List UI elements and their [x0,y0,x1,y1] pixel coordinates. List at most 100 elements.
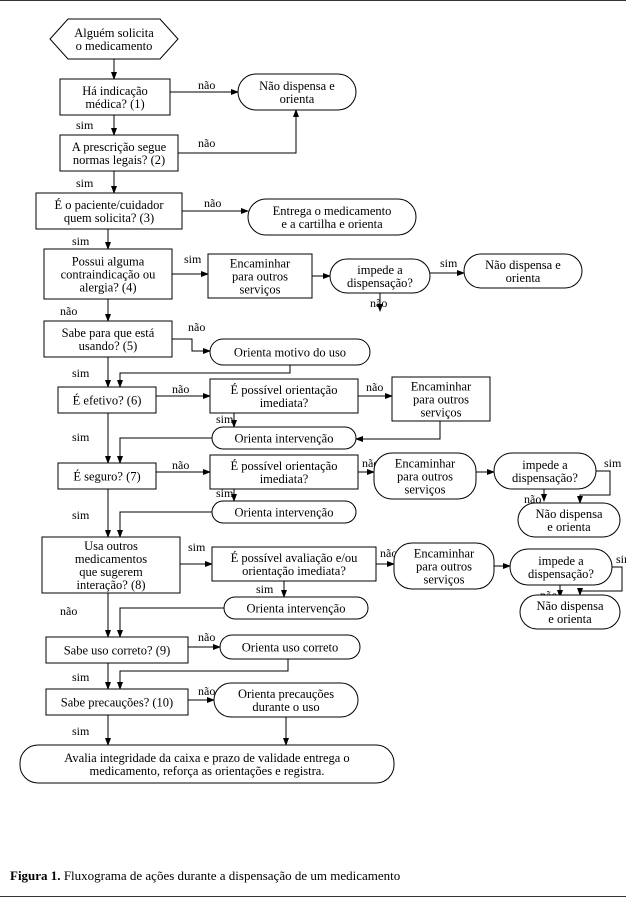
node-a6b: Encaminharpara outrosserviços [392,377,490,421]
svg-text:alergia? (4): alergia? (4) [79,281,136,295]
svg-text:o medicamento: o medicamento [76,39,153,53]
svg-text:Há indicação: Há indicação [82,84,148,98]
caption-bold: Figura 1. [10,868,61,883]
svg-text:Orienta intervenção: Orienta intervenção [247,602,346,616]
edge-label: sim [604,456,622,470]
edge-label: sim [72,670,90,684]
flowchart-svg: não sim não sim não sim sim sim não não não sim não n… [0,1,626,831]
svg-text:para outros: para outros [416,560,472,574]
svg-text:e orienta: e orienta [547,520,591,534]
edge-label: não [172,458,189,472]
edge-label: não [198,78,215,92]
svg-text:É seguro? (7): É seguro? (7) [73,470,140,484]
svg-text:orientação imediata?: orientação imediata? [242,564,346,578]
node-a4a: Encaminharpara outrosserviços [208,254,312,298]
svg-text:Orienta precauções: Orienta precauções [238,687,334,701]
edge-label: sim [256,582,274,596]
svg-text:Orienta intervenção: Orienta intervenção [235,506,334,520]
svg-text:médica? (1): médica? (1) [85,97,144,111]
edge [120,512,212,537]
edge-label: sim [76,176,94,190]
svg-text:dispensação?: dispensação? [528,567,594,581]
svg-text:É possível orientação: É possível orientação [231,459,338,473]
svg-text:serviços: serviços [424,573,465,587]
svg-text:impede a: impede a [522,458,568,472]
svg-text:normas legais? (2): normas legais? (2) [73,153,165,167]
edge-label: não [370,296,387,310]
edge [120,438,212,463]
svg-text:Usa outros: Usa outros [84,539,138,553]
svg-text:durante o uso: durante o uso [252,700,319,714]
edge-label: não [198,136,215,150]
figure-caption: Figura 1. Fluxograma de ações durante a … [10,868,400,884]
node-q5: Sabe para que estáusando? (5) [44,321,172,357]
node-t1: Não dispensa eorienta [238,74,356,110]
edge-label: não [366,380,383,394]
node-q3: É o paciente/cuidadorquem solicita? (3) [36,193,182,229]
edge-label: sim [616,552,626,566]
svg-text:Não dispensa e: Não dispensa e [485,258,561,272]
svg-text:Encaminhar: Encaminhar [230,257,291,271]
node-t3: Entrega o medicamentoe a cartilha e orie… [248,199,416,235]
svg-text:orienta: orienta [280,92,315,106]
svg-text:Encaminhar: Encaminhar [395,457,456,471]
node-a7b: Encaminharpara outrosserviços [374,453,476,499]
node-t10: Orienta precauçõesdurante o uso [214,683,358,717]
node-a7c: impede adispensação? [494,453,596,489]
node-t5: Orienta motivo do uso [210,339,370,365]
svg-text:interação? (8): interação? (8) [76,578,145,592]
node-q8: Usa outrosmedicamentosque sugereminteraç… [42,537,180,593]
svg-text:imediata?: imediata? [260,472,309,486]
svg-text:Orienta uso correto: Orienta uso correto [242,641,339,655]
node-q7: É seguro? (7) [58,463,156,489]
edge-label: sim [72,508,90,522]
svg-text:para outros: para outros [413,393,469,407]
edge-label: sim [72,366,90,380]
svg-text:dispensação?: dispensação? [512,471,578,485]
svg-text:Não dispensa: Não dispensa [537,599,604,613]
svg-text:impede a: impede a [357,263,403,277]
node-t4: Não dispensa eorienta [464,254,582,288]
svg-text:imediata?: imediata? [260,396,309,410]
svg-text:quem solicita? (3): quem solicita? (3) [64,211,154,225]
svg-text:Encaminhar: Encaminhar [411,380,472,394]
svg-text:Alguém solicita: Alguém solicita [74,26,154,40]
node-a8b: Encaminharpara outrosserviços [394,543,494,589]
svg-text:A prescrição segue: A prescrição segue [72,140,167,154]
svg-text:que sugerem: que sugerem [79,565,143,579]
node-a6: É possível orientaçãoimediata? [210,379,358,413]
node-a8c: impede adispensação? [510,549,612,585]
node-q2: A prescrição seguenormas legais? (2) [60,135,178,171]
svg-text:serviços: serviços [240,283,281,297]
edge [172,339,210,351]
svg-text:É possível orientação: É possível orientação [231,383,338,397]
edge-label: sim [72,724,90,738]
edge-label: não [60,304,77,318]
svg-text:serviços: serviços [405,483,446,497]
svg-text:Orienta motivo do uso: Orienta motivo do uso [234,346,346,360]
edge-label: sim [216,412,234,426]
svg-text:Encaminhar: Encaminhar [414,547,475,561]
node-t8b: Não dispensae orienta [520,595,620,629]
flowchart-page: não sim não sim não sim sim sim não não não sim não n… [0,0,626,897]
svg-text:Orienta intervenção: Orienta intervenção [235,432,334,446]
svg-text:usando? (5): usando? (5) [79,339,138,353]
svg-text:É efetivo? (6): É efetivo? (6) [73,394,142,408]
svg-text:e orienta: e orienta [548,612,592,626]
caption-text: Fluxograma de ações durante a dispensaçã… [64,868,400,883]
node-t8a: Orienta intervenção [224,597,368,619]
edge-label: sim [440,256,458,270]
edge [356,421,440,439]
svg-text:dispensação?: dispensação? [347,276,413,290]
svg-text:Sabe uso correto? (9): Sabe uso correto? (9) [64,644,171,658]
node-a4b: impede adispensação? [330,259,430,293]
svg-text:para outros: para outros [232,270,288,284]
svg-text:contraindicação ou: contraindicação ou [61,268,156,282]
edge-label: sim [72,234,90,248]
svg-text:Não dispensa e: Não dispensa e [259,79,335,93]
node-t7b: Não dispensae orienta [518,503,620,537]
svg-text:impede a: impede a [538,554,584,568]
node-t6: Orienta intervenção [212,427,356,449]
svg-text:É possível avaliação e/ou: É possível avaliação e/ou [231,551,358,565]
edge-label: não [198,630,215,644]
